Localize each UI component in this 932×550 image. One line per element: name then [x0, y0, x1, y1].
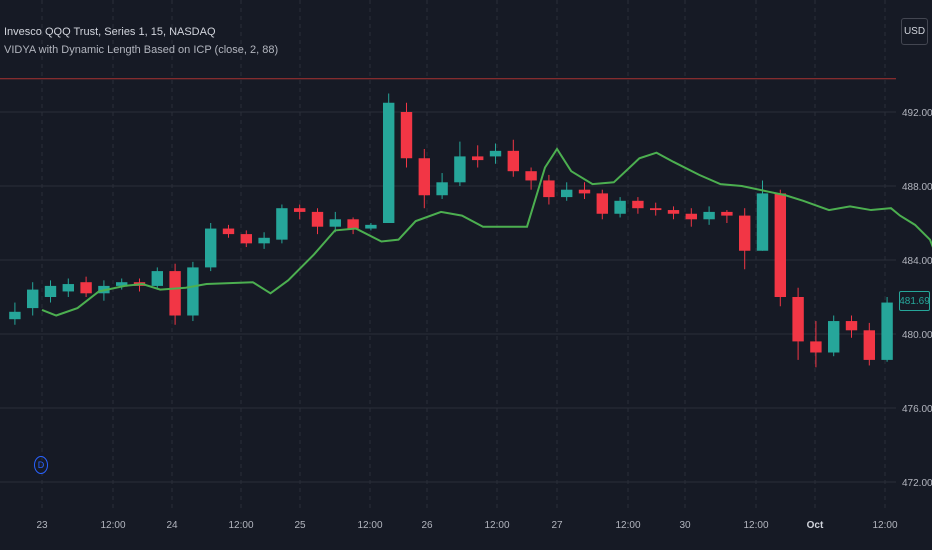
price-tick-label: 476.00 — [902, 404, 932, 415]
time-tick-label: 27 — [551, 520, 563, 531]
price-tick-label: 472.00 — [902, 478, 932, 489]
time-tick-label: 26 — [421, 520, 433, 531]
candle-body — [543, 180, 555, 198]
candle-body — [222, 228, 235, 235]
candle-body — [881, 302, 893, 360]
price-tick-label: 492.00 — [902, 108, 932, 119]
candle-body — [365, 224, 377, 229]
candle-body — [472, 156, 484, 161]
dividend-marker-icon[interactable]: D — [34, 456, 48, 474]
currency-button[interactable]: USD — [901, 18, 928, 45]
candle-body — [436, 182, 448, 196]
candle-body — [561, 189, 573, 198]
candle-body — [187, 267, 199, 316]
time-tick-label: 23 — [36, 520, 48, 531]
candle-body — [44, 285, 57, 297]
candle-body — [578, 189, 591, 194]
time-tick-label: 12:00 — [100, 520, 125, 531]
candle-body — [596, 193, 608, 214]
candle-body — [383, 102, 395, 223]
candle-body — [258, 237, 270, 244]
time-tick-label: 12:00 — [357, 520, 382, 531]
price-tick-label: 480.00 — [902, 330, 932, 341]
price-axis[interactable]: 492.00 488.00 484.00 480.00 476.00 472.00 — [902, 108, 932, 489]
time-tick-label: 12:00 — [872, 520, 897, 531]
time-tick-label: 12:00 — [743, 520, 768, 531]
candle-body — [116, 282, 128, 286]
candle-body — [685, 213, 697, 220]
time-tick-label: 12:00 — [484, 520, 509, 531]
candle-body — [80, 282, 92, 294]
indicator-legend[interactable]: VIDYA with Dynamic Length Based on ICP (… — [4, 44, 279, 56]
time-tick-label: 25 — [294, 520, 306, 531]
candle-body — [650, 208, 662, 211]
last-price-label: 481.69 — [899, 291, 930, 311]
candle-body — [240, 234, 252, 244]
candle-body — [151, 271, 163, 286]
candle-body — [9, 311, 21, 320]
candle-body — [632, 200, 644, 209]
candle-body — [525, 171, 537, 181]
candle-body — [667, 210, 680, 214]
time-tick-label: 30 — [679, 520, 691, 531]
candle-body — [863, 330, 875, 360]
candle-body — [828, 321, 840, 353]
candle-body — [845, 321, 858, 331]
candle-body — [614, 200, 626, 214]
time-axis[interactable]: 23 12:00 24 12:00 25 12:00 26 12:00 27 12:00 30 12:… — [36, 520, 898, 531]
vidya-line — [41, 147, 932, 317]
candle-body — [756, 193, 769, 251]
candle-body — [27, 289, 39, 309]
candle-body — [792, 297, 804, 342]
candle-body — [294, 208, 306, 212]
candle-body — [489, 150, 502, 157]
candle-body — [205, 228, 217, 268]
candle-body — [810, 341, 822, 353]
time-tick-label: 12:00 — [615, 520, 640, 531]
candle-body — [62, 284, 74, 292]
candle-body — [276, 208, 288, 240]
candle-body — [774, 193, 786, 297]
price-tick-label: 488.00 — [902, 182, 932, 193]
time-tick-label: Oct — [807, 520, 824, 531]
candle-body — [454, 156, 466, 183]
chart-grid — [0, 0, 896, 510]
candle-body — [329, 219, 341, 227]
candle-body — [418, 158, 430, 196]
candle-body — [347, 219, 359, 229]
candle-body — [169, 271, 181, 316]
candle-body — [721, 211, 733, 216]
candle-body — [400, 112, 413, 159]
candle-body — [507, 150, 519, 172]
symbol-legend[interactable]: Invesco QQQ Trust, Series 1, 15, NASDAQ — [4, 26, 216, 38]
candle-body — [703, 211, 715, 220]
time-tick-label: 24 — [166, 520, 178, 531]
time-tick-label: 12:00 — [228, 520, 253, 531]
candle-body — [739, 215, 751, 251]
candle-body — [311, 211, 324, 227]
candlestick-series — [9, 93, 893, 368]
price-tick-label: 484.00 — [902, 256, 932, 267]
